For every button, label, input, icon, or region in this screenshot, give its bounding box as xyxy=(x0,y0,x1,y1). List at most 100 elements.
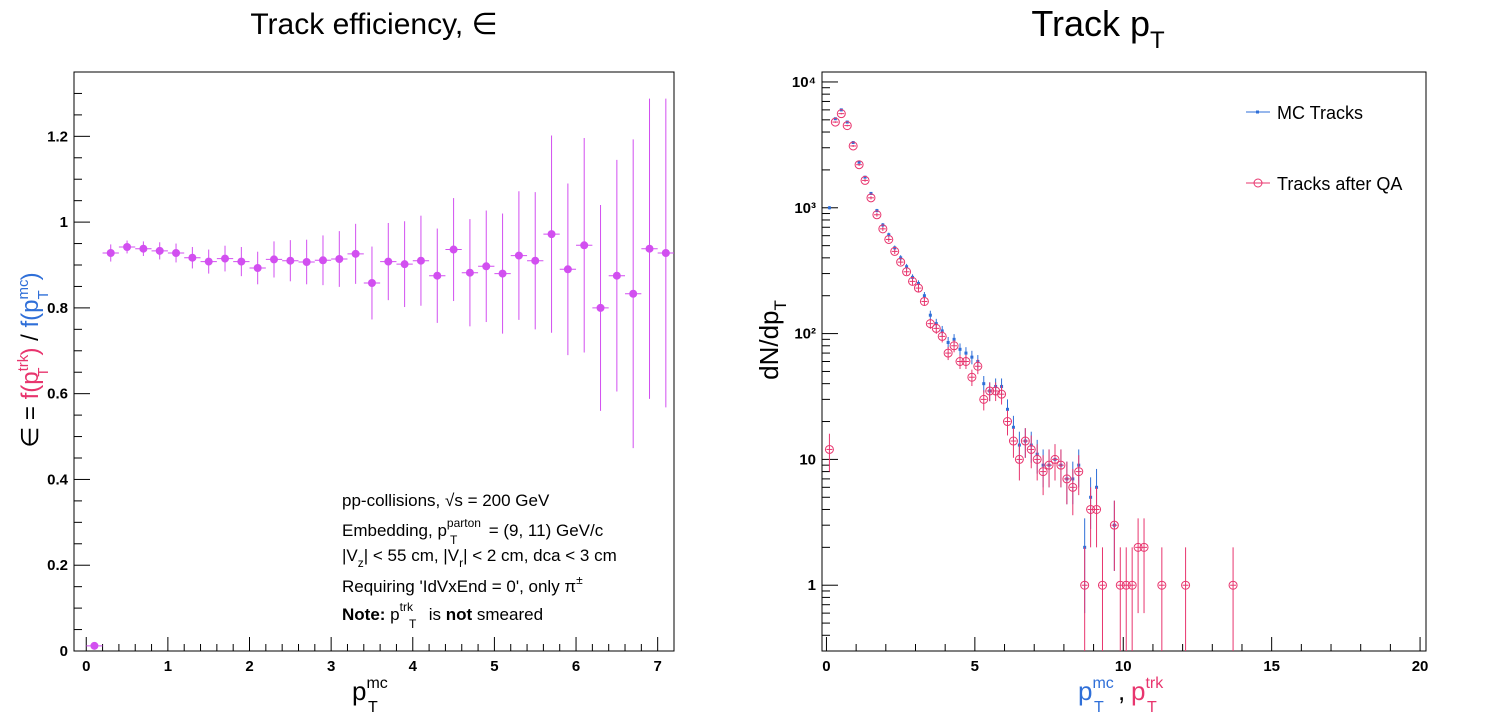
qa-track-point xyxy=(1062,474,1072,484)
ann5-post: smeared xyxy=(472,605,543,624)
efficiency-point xyxy=(384,257,393,266)
mc-track-point xyxy=(952,337,956,341)
qa-track-point xyxy=(997,389,1007,399)
qa-track-point xyxy=(1139,542,1149,552)
track-pt-data-points xyxy=(824,108,1238,651)
y-tick-label: 0.2 xyxy=(47,557,68,574)
qa-track-point xyxy=(896,257,906,267)
qa-track-point xyxy=(1181,580,1191,590)
ann5-is: is xyxy=(424,605,446,624)
efficiency-point xyxy=(449,245,458,254)
annotation-line-5: Note: ptrk T is not smeared xyxy=(342,600,543,631)
qa-track-point xyxy=(884,234,894,244)
x-comma: , xyxy=(1118,676,1132,706)
efficiency-x-axis-label: pmc T xyxy=(352,675,388,716)
efficiency-point xyxy=(318,256,327,265)
mc-track-point xyxy=(946,340,950,344)
y-label-slash: / xyxy=(17,328,44,348)
x-tick-label: 2 xyxy=(245,658,253,675)
mc-track-point xyxy=(922,294,926,298)
efficiency-axis-ticks: 0 1 2 3 4 5 6 7 0 0.2 0.4 0.6 0.8 1 1.2 xyxy=(47,71,675,675)
efficiency-point xyxy=(612,271,621,280)
x-tick-label: 4 xyxy=(409,658,418,675)
efficiency-point xyxy=(498,269,507,278)
efficiency-point xyxy=(580,241,589,250)
x-label-main: p xyxy=(352,676,366,706)
track-pt-y-axis-label: dN/dpT xyxy=(754,300,790,380)
track-pt-title-main: Track p xyxy=(1031,3,1150,44)
x-trk-sub: T xyxy=(1147,699,1157,716)
efficiency-point xyxy=(237,257,246,266)
efficiency-title: Track efficiency, ∈ xyxy=(250,8,497,41)
ann2-sub: T xyxy=(450,533,458,547)
ann3-a: |V xyxy=(342,546,358,565)
efficiency-point xyxy=(123,242,132,251)
qa-track-point xyxy=(949,341,959,351)
y-label-den-close: ) xyxy=(17,272,44,280)
ann3-b-sub: r xyxy=(459,556,463,570)
qa-track-point xyxy=(979,394,989,404)
qa-track-point xyxy=(842,121,852,131)
qa-track-point xyxy=(1050,454,1060,464)
mc-track-point xyxy=(905,265,909,269)
qa-track-point xyxy=(824,444,834,454)
qa-track-point xyxy=(1032,454,1042,464)
annotation-line-4: Requiring 'IdVxEnd = 0', only π± xyxy=(342,573,583,596)
x-label-sub: T xyxy=(368,699,378,716)
qa-track-point xyxy=(872,210,882,220)
efficiency-point xyxy=(563,265,572,274)
x-trk-main: p xyxy=(1131,676,1145,706)
efficiency-point xyxy=(433,271,442,280)
qa-track-point xyxy=(1228,580,1238,590)
y-tick-label: 0 xyxy=(60,643,68,660)
qa-track-point xyxy=(1157,580,1167,590)
qa-track-point xyxy=(860,175,870,185)
legend-trk-marker xyxy=(1253,178,1263,188)
efficiency-point xyxy=(547,230,556,239)
ann5-sup: trk xyxy=(400,600,414,614)
efficiency-point xyxy=(106,248,115,257)
ann4-pre: Requiring 'IdVxEnd = 0', only π xyxy=(342,577,576,596)
efficiency-point xyxy=(367,279,376,288)
efficiency-point xyxy=(221,254,230,263)
efficiency-point xyxy=(90,641,99,650)
mc-track-point xyxy=(863,175,867,179)
mc-track-point xyxy=(1006,407,1010,411)
qa-track-point xyxy=(961,357,971,366)
efficiency-point xyxy=(139,244,148,253)
mc-track-point xyxy=(857,160,861,164)
qa-track-point xyxy=(1014,454,1024,464)
x-tick-label: 1 xyxy=(164,658,172,675)
efficiency-point xyxy=(253,264,262,273)
ann5-not: not xyxy=(446,605,473,624)
y-label-den-sup: mc xyxy=(15,279,32,299)
ann1-pre: pp-collisions, xyxy=(342,491,445,510)
mc-track-point xyxy=(1011,425,1015,429)
track-pt-y-sub: T xyxy=(771,300,790,310)
qa-track-point xyxy=(943,348,953,358)
mc-track-point xyxy=(887,233,891,237)
qa-track-point xyxy=(967,372,977,382)
qa-track-point xyxy=(1080,580,1090,590)
ann5-p: p xyxy=(385,605,399,624)
ann3-c: | < 2 cm, dca < 3 cm xyxy=(463,546,617,565)
efficiency-y-axis-label: ∈ = f(ptrkT) / f(pmc T) xyxy=(15,272,52,447)
efficiency-panel: Track efficiency, ∈ 0 1 2 3 4 5 6 7 0 0.2 0.4 0.6 0.… xyxy=(15,8,675,716)
y-tick-label: 10 xyxy=(799,451,816,468)
mc-track-point xyxy=(916,282,920,286)
qa-track-point xyxy=(925,319,935,329)
ann4-sup: ± xyxy=(576,573,583,587)
qa-track-point xyxy=(854,160,864,170)
efficiency-point xyxy=(172,248,181,257)
y-label-num-sup: trk xyxy=(15,354,32,371)
mc-track-point xyxy=(982,382,986,386)
efficiency-point xyxy=(302,257,311,266)
mc-track-point xyxy=(827,206,831,210)
track-pt-y-main: dN/dp xyxy=(754,311,784,380)
efficiency-point xyxy=(188,253,197,262)
qa-track-point xyxy=(1068,482,1078,492)
x-mc-sub: T xyxy=(1094,699,1104,716)
qa-track-point xyxy=(908,276,918,286)
